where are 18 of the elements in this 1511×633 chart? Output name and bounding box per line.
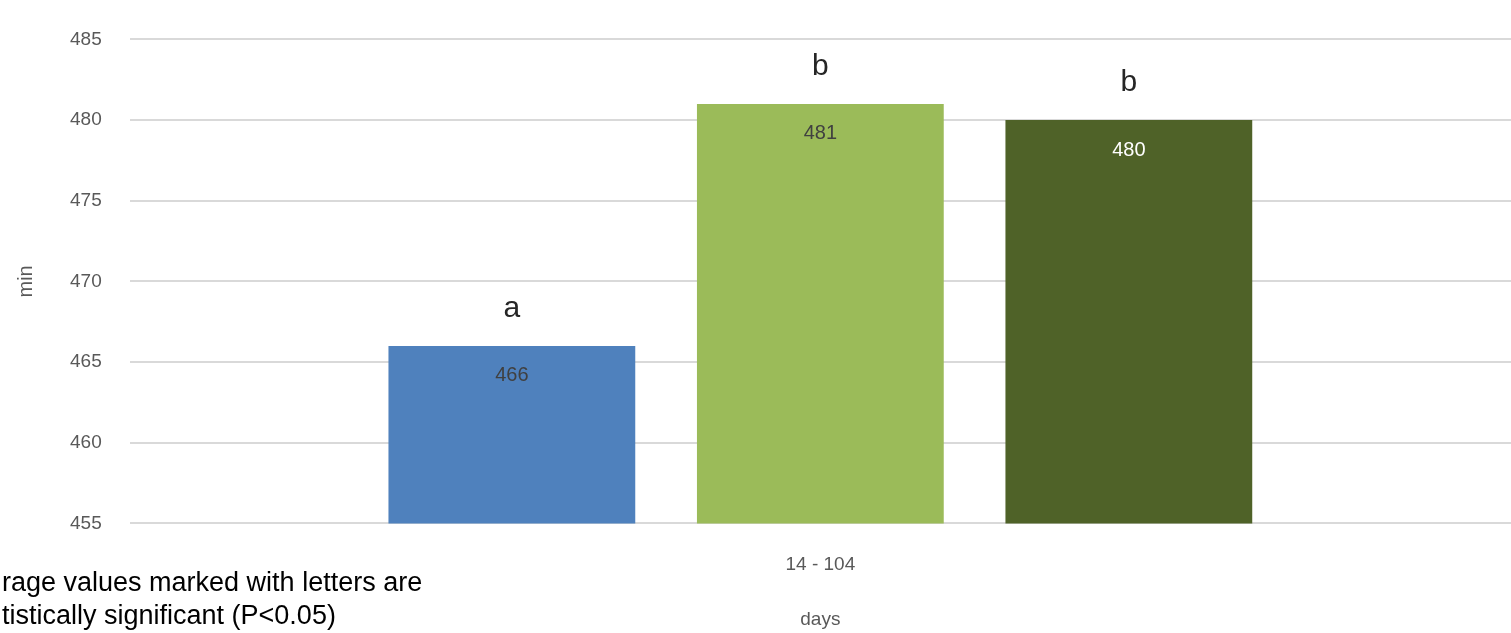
x-axis-title: days [800,607,841,629]
y-tick-label: 475 [70,188,102,210]
y-tick-label: 455 [70,511,102,533]
y-tick-label: 480 [70,108,102,130]
annotation: b [1120,64,1138,98]
data-label: 480 [1112,137,1146,160]
y-tick-label: 460 [70,430,102,452]
x-tick-label: 14 - 104 [785,553,856,575]
annotation: b [812,48,829,82]
text: rage values marked with letters are [2,566,423,597]
y-axis-title: min [13,265,36,298]
data-label: 466 [495,363,529,386]
y-tick-label: 465 [70,350,102,372]
text: tistically significant (P<0.05) [2,599,336,630]
data-label: 481 [803,121,838,144]
y-tick-label: 470 [70,269,102,291]
y-tick-label: 485 [70,27,102,49]
annotation: a [503,290,521,324]
